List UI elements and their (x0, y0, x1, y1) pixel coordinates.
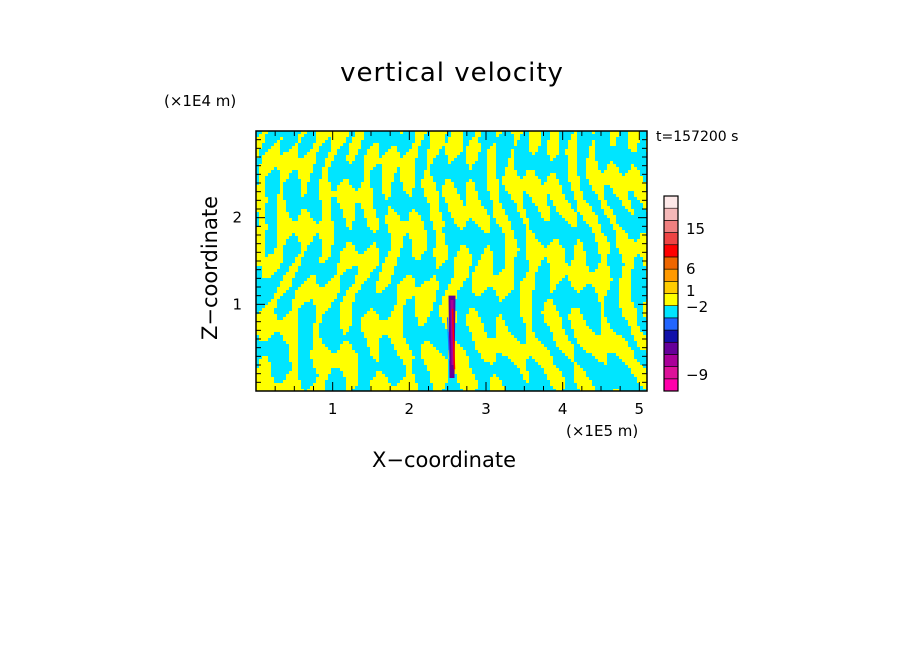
x-axis-unit: (×1E5 m) (566, 422, 639, 440)
colorbar-swatch (663, 378, 679, 392)
colorbar-swatch (663, 366, 679, 380)
colorbar-swatch (663, 220, 679, 233)
x-tick-label: 5 (635, 400, 645, 418)
colorbar-swatch (663, 305, 679, 319)
colorbar-label: 6 (686, 260, 696, 278)
x-tick-label: 1 (328, 400, 338, 418)
colorbar-swatch (663, 354, 679, 367)
colorbar-swatch (663, 329, 679, 343)
colorbar-frame (663, 195, 679, 392)
y-axis-unit: (×1E4 m) (164, 92, 237, 110)
colorbar-swatch (663, 341, 679, 355)
x-axis-label: X−coordinate (372, 448, 516, 472)
colorbar-swatch (663, 195, 679, 209)
colorbar-swatch (663, 232, 679, 246)
velocity-field (256, 131, 647, 391)
colorbar-label: −2 (686, 298, 708, 316)
colorbar-swatch (663, 293, 679, 306)
x-tick-label: 2 (405, 400, 415, 418)
colorbar-label: 15 (686, 220, 705, 238)
colorbar: 15 6 1−2 −9 (663, 195, 708, 392)
positive-velocity-regions (256, 131, 647, 391)
chart-title: vertical velocity (340, 58, 564, 88)
x-tick-label: 3 (481, 400, 491, 418)
colorbar-swatch (663, 244, 679, 258)
axes: 1 2 3 4 5 1 2 (232, 131, 647, 418)
colorbar-swatch (663, 281, 679, 294)
y-tick-label: 1 (232, 295, 242, 313)
x-tick-label: 4 (558, 400, 568, 418)
updraft-core-red-line (451, 308, 456, 370)
colorbar-swatch (663, 256, 679, 270)
time-annotation: t=157200 s (656, 129, 739, 145)
colorbar-swatch (663, 268, 679, 282)
colorbar-label: 1 (686, 282, 696, 300)
colorbar-swatch (663, 207, 679, 221)
updraft-core-blue-line (446, 317, 451, 361)
colorbar-swatch (663, 317, 679, 331)
y-tick-label: 2 (232, 209, 242, 227)
colorbar-label: −9 (686, 366, 708, 384)
